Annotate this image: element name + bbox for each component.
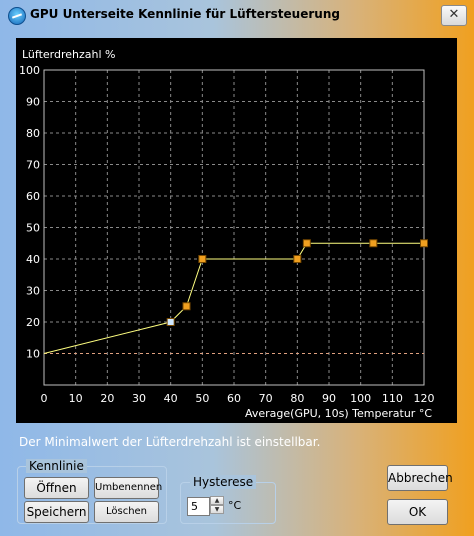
curve-control-point[interactable] — [166, 318, 175, 326]
info-text: Der Minimalwert der Lüfterdrehzahl ist e… — [19, 435, 321, 449]
fan-curve-chart[interactable]: 10 20 30 40 50 60 70 80 90 100 0 10 20 30 40 50 60 70 80 90… — [16, 38, 457, 423]
hysterese-unit: °C — [228, 499, 242, 512]
y-tick-label: 60 — [26, 190, 40, 203]
x-tick-label: 80 — [290, 392, 304, 405]
curve-control-point[interactable] — [420, 239, 428, 248]
close-button[interactable]: ✕ — [441, 5, 467, 26]
hysterese-input[interactable]: 5 — [187, 497, 210, 516]
plot-area-border — [43, 69, 425, 386]
dialog-client-area: 10 20 30 40 50 60 70 80 90 100 0 10 20 30 40 50 60 70 80 90… — [8, 30, 466, 530]
x-tick-label: 10 — [69, 392, 83, 405]
open-button[interactable]: Öffnen — [24, 477, 89, 499]
x-tick-label: 20 — [100, 392, 114, 405]
fan-curve-svg[interactable]: 10 20 30 40 50 60 70 80 90 100 0 10 20 30 40 50 60 70 80 90… — [16, 38, 457, 423]
y-tick-label: 90 — [26, 96, 40, 109]
rename-button[interactable]: Umbenennen — [94, 477, 162, 499]
curve-control-point[interactable] — [293, 255, 302, 263]
x-tick-label: 60 — [227, 392, 241, 405]
y-tick-label: 10 — [26, 348, 40, 361]
x-tick-label: 0 — [41, 392, 48, 405]
cancel-button[interactable]: Abbrechen — [387, 465, 453, 491]
stepper-down-icon[interactable]: ▼ — [210, 505, 224, 514]
y-tick-label: 50 — [26, 222, 40, 235]
x-axis-label: Average(GPU, 10s) Temperatur °C — [245, 407, 432, 420]
ok-button[interactable]: OK — [387, 499, 448, 525]
curve-control-point[interactable] — [182, 302, 191, 311]
x-tick-label: 40 — [164, 392, 178, 405]
curve-control-point[interactable] — [198, 255, 207, 263]
y-axis-label: Lüfterdrehzahl % — [22, 48, 116, 61]
save-button[interactable]: Speichern — [24, 501, 89, 523]
y-tick-label: 70 — [26, 159, 40, 172]
kennlinie-group: Kennlinie Öffnen Umbenennen Speichern Lö… — [17, 459, 167, 524]
hysterese-stepper[interactable]: ▲ ▼ — [210, 496, 224, 515]
x-tick-label: 100 — [350, 392, 371, 405]
title-bar: GPU Unterseite Kennlinie für Lüftersteue… — [0, 0, 474, 30]
curve-control-point[interactable] — [302, 239, 311, 248]
x-tick-label: 120 — [414, 392, 435, 405]
x-tick-label: 90 — [322, 392, 336, 405]
y-tick-label: 40 — [26, 253, 40, 266]
window-title: GPU Unterseite Kennlinie für Lüftersteue… — [30, 7, 340, 21]
x-tick-label: 50 — [195, 392, 209, 405]
hysterese-legend: Hysterese — [190, 475, 257, 489]
curve-control-point[interactable] — [369, 239, 378, 248]
x-tick-label: 70 — [259, 392, 273, 405]
x-tick-label: 30 — [132, 392, 146, 405]
x-tick-label: 110 — [382, 392, 403, 405]
gpu-fan-app-icon — [8, 7, 26, 25]
kennlinie-legend: Kennlinie — [26, 459, 87, 473]
stepper-up-icon[interactable]: ▲ — [210, 496, 224, 505]
y-tick-label: 80 — [26, 127, 40, 140]
y-tick-label: 100 — [19, 64, 40, 77]
delete-button[interactable]: Löschen — [94, 501, 159, 523]
y-tick-label: 20 — [26, 316, 40, 329]
y-tick-label: 30 — [26, 285, 40, 298]
hysterese-group: Hysterese 5 ▲ ▼ °C — [180, 475, 276, 524]
